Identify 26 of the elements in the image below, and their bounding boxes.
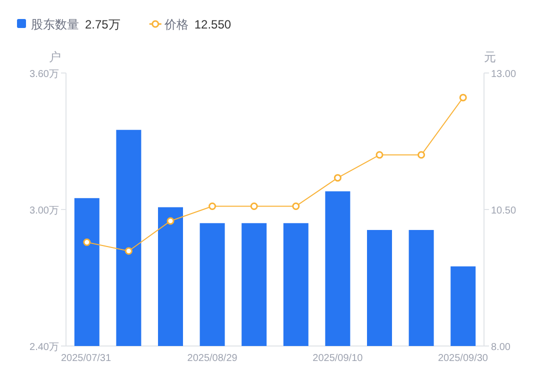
point bbox=[418, 151, 426, 159]
point bbox=[208, 202, 216, 210]
legend-label: 价格 bbox=[163, 18, 188, 32]
text: 2.75万 bbox=[85, 18, 120, 32]
point bbox=[166, 217, 174, 225]
y-tick-label: 3.60万 bbox=[30, 69, 59, 80]
legend-label: 股东数量 bbox=[31, 18, 79, 32]
y-tick-label: 3.00万 bbox=[30, 206, 59, 216]
point bbox=[376, 151, 384, 159]
x-tick-label: 2025/07/31 bbox=[61, 353, 112, 364]
y-axis-title: 户 bbox=[49, 50, 61, 64]
x-tick-label: 2025/09/30 bbox=[438, 353, 488, 364]
point bbox=[250, 202, 258, 210]
point bbox=[292, 202, 300, 210]
y2-tick-label: 10.50 bbox=[491, 206, 516, 216]
y2-tick-label: 8.00 bbox=[491, 342, 511, 353]
point bbox=[83, 238, 91, 246]
x-tick-label: 2025/08/29 bbox=[187, 353, 238, 364]
x-tick-label: 2025/09/10 bbox=[312, 353, 364, 364]
y2-axis-title: 元 bbox=[484, 50, 496, 64]
text: 12.550 bbox=[194, 18, 232, 32]
y-tick-label: 2.40万 bbox=[30, 342, 59, 353]
point bbox=[459, 94, 467, 102]
point bbox=[124, 247, 132, 255]
y2-tick-label: 13.00 bbox=[491, 69, 516, 80]
point bbox=[334, 174, 342, 182]
